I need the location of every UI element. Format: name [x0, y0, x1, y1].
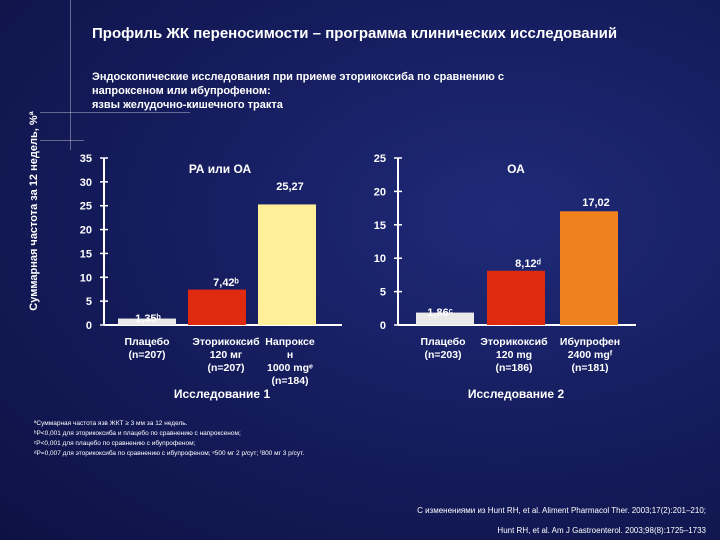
category-label: н [287, 349, 293, 361]
bar [258, 204, 316, 325]
footnote: ᵈP=0,007 для эторикоксиба по сравнению с… [34, 450, 305, 457]
category-label: 120 mg [496, 349, 532, 361]
panel-title: РА или ОА [189, 162, 252, 176]
bar [118, 318, 176, 325]
bar [487, 270, 545, 325]
bar-value-label: 1,35ᵇ [135, 313, 161, 325]
y-tick-label: 15 [374, 220, 386, 232]
category-label: 120 мг [210, 349, 243, 361]
category-label: (n=207) [207, 362, 244, 374]
subtitle-line: напроксеном или ибупрофеном: [92, 85, 271, 97]
footnote: ᵇP<0,001 для эторикоксиба и плацебо по с… [34, 430, 241, 437]
footnotes: ªСуммарная частота язв ЖКТ ≥ 3 мм за 12 … [34, 419, 304, 459]
slide-subtitle: Эндоскопические исследования при приеме … [92, 70, 652, 112]
category-label: Плацебо [420, 336, 465, 348]
y-tick-label: 5 [86, 296, 92, 308]
category-label: Эторикоксиб [480, 336, 548, 348]
subtitle-line: Эндоскопические исследования при приеме … [92, 71, 504, 83]
subtitle-line: язвы желудочно-кишечного тракта [92, 99, 283, 111]
category-label: Плацебо [124, 336, 169, 348]
category-label: (n=186) [495, 362, 532, 374]
footnote: ªСуммарная частота язв ЖКТ ≥ 3 мм за 12 … [34, 420, 188, 427]
y-tick-label: 10 [374, 253, 386, 265]
y-tick-label: 20 [374, 186, 386, 198]
y-tick-label: 30 [80, 177, 92, 189]
category-label: (n=207) [128, 349, 165, 361]
y-tick-label: 35 [80, 153, 92, 165]
category-label: Эторикоксиб [192, 336, 260, 348]
y-tick-label: 0 [380, 320, 386, 332]
y-tick-label: 0 [86, 320, 92, 332]
y-tick-label: 5 [380, 287, 386, 299]
bar-value-label: 25,27 [276, 181, 304, 193]
bar [416, 312, 474, 325]
category-label: Напроксе [265, 336, 315, 348]
y-tick-label: 20 [80, 225, 92, 237]
bar-value-label: 7,42ᵇ [213, 277, 239, 289]
category-label: (n=203) [424, 349, 461, 361]
footnote: ᶜP<0,001 для плацебо по сравнению с ибуп… [34, 440, 196, 447]
y-tick-label: 25 [80, 201, 92, 213]
study-label: Исследование 1 [174, 387, 271, 401]
category-label: (n=181) [571, 362, 608, 374]
slide-title: Профиль ЖК переносимости – программа кли… [92, 25, 618, 42]
bar-value-label: 1,86ᶜ [427, 307, 453, 319]
bar [188, 289, 246, 325]
y-tick-label: 25 [374, 153, 386, 165]
study-label: Исследование 2 [468, 387, 565, 401]
bar [560, 211, 618, 325]
decor-horizontal-line [40, 112, 190, 113]
y-tick-label: 15 [80, 248, 92, 260]
category-label: 2400 mgᶠ [568, 349, 613, 361]
category-label: 1000 mgᵉ [267, 362, 313, 374]
decor-vertical-line [70, 0, 71, 150]
bar-value-label: 8,12ᵈ [515, 258, 541, 270]
bar-value-label: 17,02 [582, 197, 610, 209]
y-tick-label: 10 [80, 272, 92, 284]
decor-horizontal-line-2 [40, 140, 84, 141]
category-label: (n=184) [271, 375, 308, 387]
reference-2: Hunt RH, et al. Am J Gastroenterol. 2003… [497, 526, 706, 535]
reference-1: С изменениями из Hunt RH, et al. Aliment… [417, 506, 706, 515]
category-label: Ибупрофен [560, 336, 620, 348]
panel-title: ОА [507, 162, 525, 176]
